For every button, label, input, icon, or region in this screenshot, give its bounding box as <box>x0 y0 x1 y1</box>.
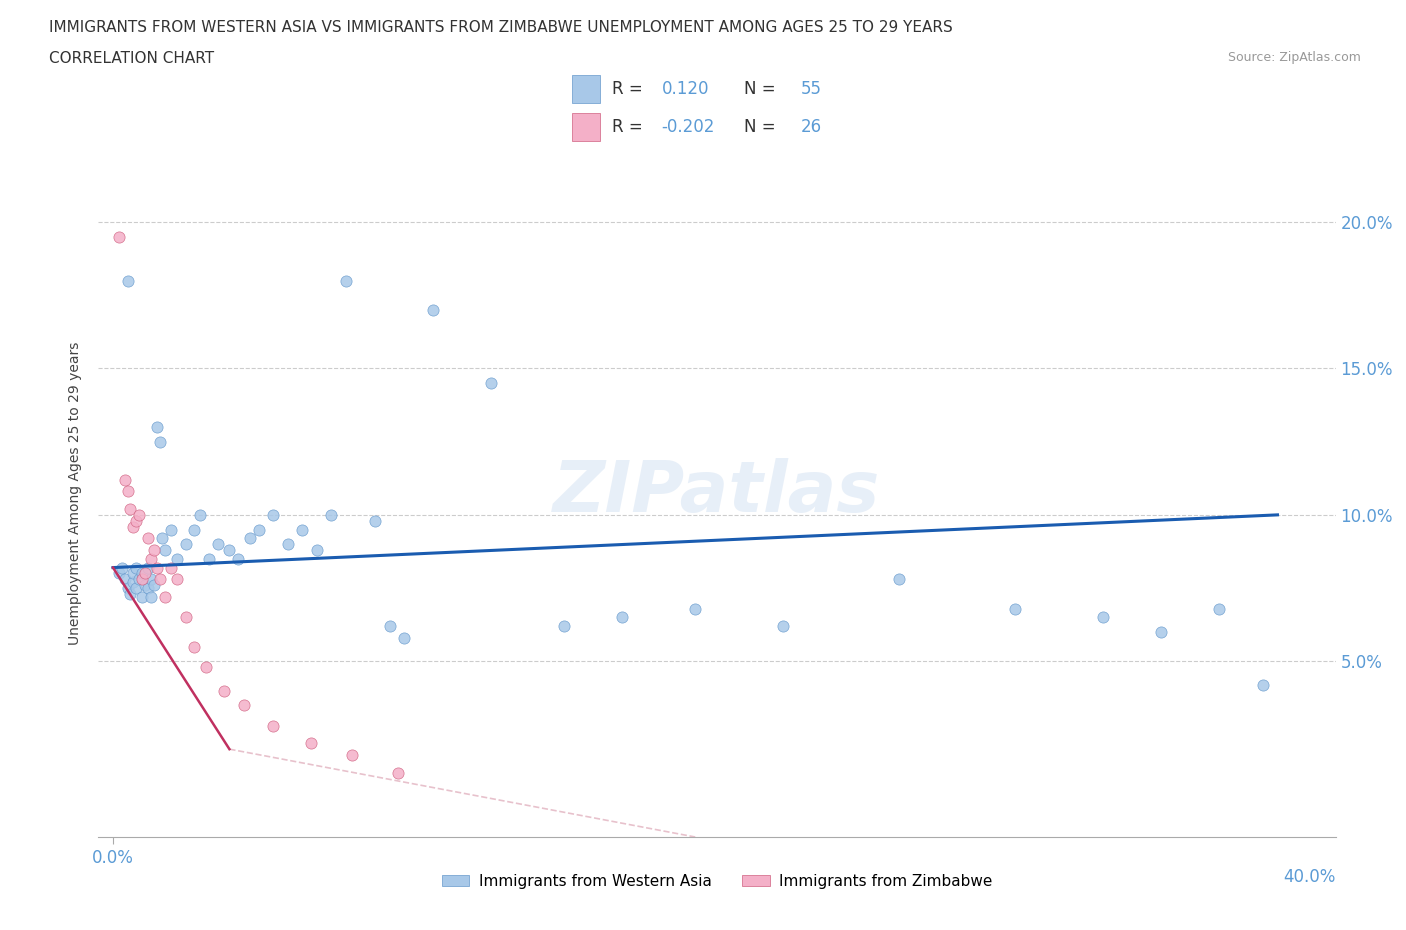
Point <box>683 601 706 616</box>
Point <box>364 513 387 528</box>
Point <box>481 376 503 391</box>
Point <box>117 484 139 498</box>
Point <box>120 587 142 602</box>
Point <box>422 302 444 317</box>
Point <box>174 537 197 551</box>
Text: CORRELATION CHART: CORRELATION CHART <box>49 51 214 66</box>
Point <box>166 551 188 566</box>
Point <box>772 618 794 633</box>
Point <box>111 560 134 575</box>
Point <box>128 572 150 587</box>
Text: IMMIGRANTS FROM WESTERN ASIA VS IMMIGRANTS FROM ZIMBABWE UNEMPLOYMENT AMONG AGES: IMMIGRANTS FROM WESTERN ASIA VS IMMIGRAN… <box>49 20 953 35</box>
Text: R =: R = <box>612 80 648 98</box>
Text: N =: N = <box>744 118 780 136</box>
Point <box>134 566 156 581</box>
Point <box>155 542 177 557</box>
Point <box>233 698 256 712</box>
Point <box>152 531 174 546</box>
Point <box>107 229 129 244</box>
Point <box>198 551 221 566</box>
Point <box>131 590 153 604</box>
Point <box>117 273 139 288</box>
Point <box>139 572 162 587</box>
Point <box>128 508 150 523</box>
Point <box>142 542 165 557</box>
Y-axis label: Unemployment Among Ages 25 to 29 years: Unemployment Among Ages 25 to 29 years <box>69 341 83 644</box>
Point <box>160 522 183 537</box>
Point <box>125 560 148 575</box>
Point <box>321 508 343 523</box>
Point <box>148 572 170 587</box>
Point <box>166 572 188 587</box>
Point <box>155 590 177 604</box>
Point <box>1004 601 1026 616</box>
Point <box>122 566 145 581</box>
Point <box>335 273 357 288</box>
Point <box>305 542 328 557</box>
Point <box>392 631 415 645</box>
Bar <box>572 113 600 140</box>
Point <box>174 610 197 625</box>
Point <box>131 572 153 587</box>
Point <box>262 508 284 523</box>
Text: ZIPatlas: ZIPatlas <box>554 458 880 527</box>
Point <box>122 519 145 534</box>
Point <box>226 551 249 566</box>
Point <box>148 434 170 449</box>
Text: 40.0%: 40.0% <box>1284 868 1336 886</box>
Point <box>239 531 262 546</box>
Bar <box>572 75 600 103</box>
Text: Source: ZipAtlas.com: Source: ZipAtlas.com <box>1227 51 1361 64</box>
Point <box>212 684 235 698</box>
Text: 26: 26 <box>800 118 821 136</box>
Point <box>183 639 205 654</box>
Point <box>291 522 314 537</box>
Point <box>612 610 634 625</box>
Point <box>1150 625 1173 640</box>
Point <box>195 659 218 674</box>
Point <box>183 522 205 537</box>
Point <box>131 566 153 581</box>
Point <box>1091 610 1114 625</box>
Point <box>136 560 159 575</box>
Point <box>387 765 409 780</box>
Point <box>207 537 229 551</box>
Point <box>134 578 156 592</box>
Point <box>553 618 575 633</box>
Point <box>145 419 167 434</box>
Point <box>122 575 145 590</box>
Point <box>887 572 910 587</box>
Point <box>299 736 322 751</box>
Point <box>139 590 162 604</box>
Point <box>114 572 136 587</box>
Text: N =: N = <box>744 80 780 98</box>
Point <box>142 578 165 592</box>
Text: R =: R = <box>612 118 648 136</box>
Point <box>136 580 159 595</box>
Text: 55: 55 <box>800 80 821 98</box>
Point <box>160 560 183 575</box>
Legend: Immigrants from Western Asia, Immigrants from Zimbabwe: Immigrants from Western Asia, Immigrants… <box>436 868 998 895</box>
Point <box>188 508 211 523</box>
Point <box>139 551 162 566</box>
Point <box>218 542 240 557</box>
Point <box>277 537 299 551</box>
Point <box>340 748 363 763</box>
Point <box>262 718 284 733</box>
Text: -0.202: -0.202 <box>662 118 714 136</box>
Point <box>114 472 136 487</box>
Point <box>378 618 401 633</box>
Point <box>125 513 148 528</box>
Point <box>117 580 139 595</box>
Point <box>1208 601 1230 616</box>
Point <box>125 580 148 595</box>
Point <box>107 566 129 581</box>
Point <box>247 522 270 537</box>
Text: 0.120: 0.120 <box>662 80 709 98</box>
Point <box>1251 677 1274 692</box>
Point <box>145 560 167 575</box>
Point <box>136 531 159 546</box>
Point <box>120 501 142 516</box>
